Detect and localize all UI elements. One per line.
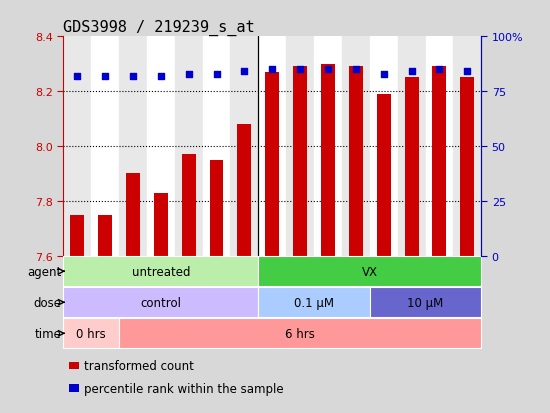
Point [156,73,165,80]
Text: time: time [34,327,61,340]
Point [129,73,138,80]
Text: GDS3998 / 219239_s_at: GDS3998 / 219239_s_at [63,20,255,36]
Text: 0 hrs: 0 hrs [76,327,106,340]
Bar [210,160,223,256]
Point [351,67,360,74]
Bar [370,287,481,317]
Point [73,73,81,80]
Bar [63,319,119,349]
Point [463,69,472,76]
Text: VX: VX [362,265,378,278]
Point [323,67,332,74]
Bar [321,64,335,256]
Point [407,69,416,76]
Bar [230,37,258,256]
Bar [370,37,398,256]
Bar [342,37,370,256]
Bar [398,37,426,256]
Bar [258,287,370,317]
Bar [286,37,314,256]
Bar [126,174,140,256]
Text: transformed count: transformed count [84,359,194,372]
Bar [258,256,481,287]
Point [101,73,109,80]
Bar [314,37,342,256]
Bar [426,37,453,256]
Bar [238,125,251,256]
Bar [293,67,307,256]
Bar [147,37,175,256]
Bar [98,215,112,256]
Bar [182,155,196,256]
Bar [377,95,390,256]
Text: percentile rank within the sample: percentile rank within the sample [84,382,284,395]
Bar [453,37,481,256]
Bar [91,37,119,256]
Point [212,71,221,78]
Bar [202,37,230,256]
Bar [119,319,481,349]
Text: 6 hrs: 6 hrs [285,327,315,340]
Text: 0.1 μM: 0.1 μM [294,296,334,309]
Text: untreated: untreated [131,265,190,278]
Text: dose: dose [33,296,61,309]
Bar [405,78,419,256]
Text: control: control [140,296,182,309]
Point [435,67,444,74]
Point [184,71,193,78]
Bar [265,73,279,256]
Bar [349,67,363,256]
Bar [154,193,168,256]
Bar [63,256,258,287]
Text: agent: agent [27,265,61,278]
Bar [119,37,147,256]
Point [268,67,277,74]
Bar [175,37,202,256]
Bar [432,67,447,256]
Bar [63,287,258,317]
Text: 10 μM: 10 μM [408,296,444,309]
Bar [258,37,286,256]
Bar [63,37,91,256]
Point [296,67,305,74]
Bar [460,78,474,256]
Point [379,71,388,78]
Bar [70,215,84,256]
Point [240,69,249,76]
